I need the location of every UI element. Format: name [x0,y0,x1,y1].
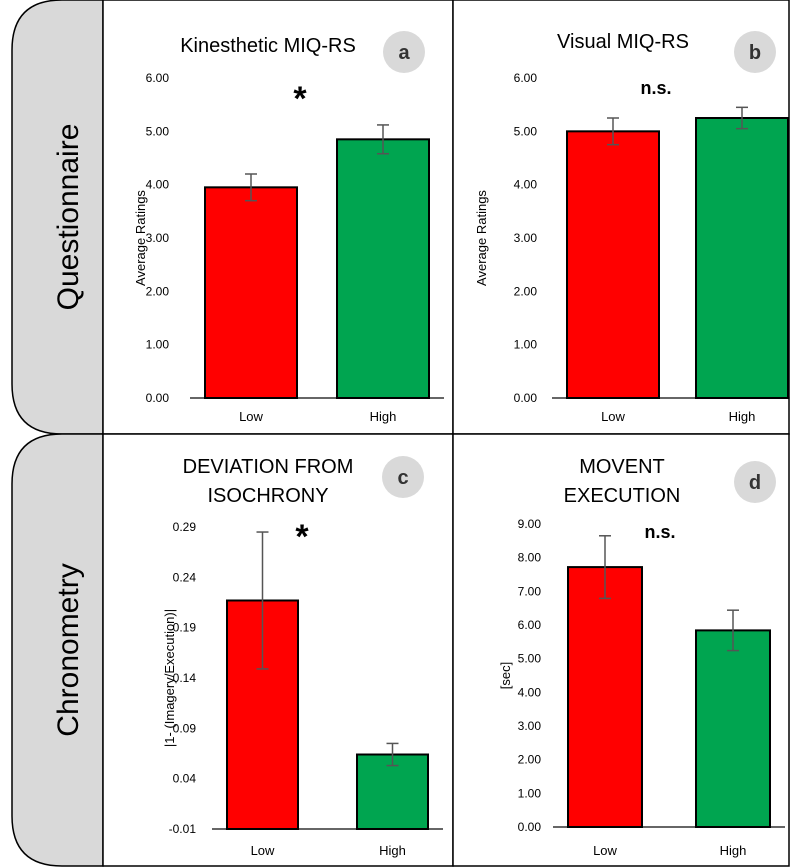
y-tick-label: 3.00 [146,231,170,245]
panel-letter: a [398,42,410,64]
y-tick-label: 0.00 [146,391,170,405]
y-tick-label: 6.00 [146,71,170,85]
bar-high [336,138,430,399]
y-tick-label: 4.00 [146,178,170,192]
panel-letter: b [749,42,761,64]
chart-title: MOVENT [579,456,665,478]
x-tick-label: Low [593,843,617,858]
chart-title: DEVIATION FROM [183,456,354,478]
y-tick-label: 0.19 [173,621,197,635]
y-tick-label: 0.00 [518,820,542,834]
y-tick-label: 6.00 [514,71,538,85]
y-tick-label: 3.00 [514,231,538,245]
y-tick-label: 0.04 [173,772,197,786]
y-tick-label: 2.00 [146,284,170,298]
bar-low [566,130,660,399]
y-tick-label: 3.00 [518,719,542,733]
y-tick-label: 5.00 [514,124,538,138]
x-tick-label: High [720,843,747,858]
y-tick-label: 1.00 [518,786,542,800]
y-axis-label: |1- (Imagery/Execution)| [162,609,177,747]
x-tick-label: Low [601,409,625,424]
significance-label: n.s. [640,78,671,98]
y-tick-label: 5.00 [518,652,542,666]
row-tab-questionnaire [11,0,104,435]
y-tick-label: 0.09 [173,721,197,735]
y-tick-label: 0.14 [173,671,197,685]
chart-title: EXECUTION [564,485,681,507]
chart-title: Kinesthetic MIQ-RS [180,35,356,57]
significance-label: n.s. [644,522,675,542]
y-tick-label: 6.00 [518,618,542,632]
x-tick-label: High [729,409,756,424]
row-label-questionnaire: Questionnaire [52,124,85,311]
chart-d: MOVENT EXECUTION d 0.00 1.00 2.00 3.00 4.00 5.00… [498,456,785,858]
panel-badge [382,456,424,498]
row-label-chronometry: Chronometry [52,563,85,736]
panel-badge [734,31,776,73]
y-tick-label: 0.29 [173,520,197,534]
chart-title: Visual MIQ-RS [557,31,689,53]
bar-high [695,117,789,399]
x-tick-label: High [370,409,397,424]
x-tick-label: Low [251,843,275,858]
charts-layer: Kinesthetic MIQ-RS a 0.00 1.00 2.00 3.00 4.00 5… [133,31,790,858]
bar-high [695,629,771,828]
y-tick-label: 9.00 [518,517,542,531]
significance-label: * [293,80,307,118]
y-tick-label: 7.00 [518,584,542,598]
y-tick-label: 0.00 [514,391,538,405]
chart-a: Kinesthetic MIQ-RS a 0.00 1.00 2.00 3.00 4.00 5… [133,31,444,424]
panel-badge [383,31,425,73]
row-tab-chronometry [11,433,104,867]
y-tick-label: 5.00 [146,124,170,138]
chart-c: DEVIATION FROM ISOCHRONY c -0.01 0.04 0.09 0.1… [162,456,443,858]
y-tick-label: 8.00 [518,551,542,565]
panel-letter: d [749,472,761,494]
y-axis-label: [sec] [498,662,513,689]
x-tick-label: High [379,843,406,858]
y-tick-label: 2.00 [514,284,538,298]
y-tick-label: 2.00 [518,753,542,767]
y-tick-label: 4.00 [514,178,538,192]
panel-badge [734,461,776,503]
chart-title: ISOCHRONY [207,485,328,507]
panel-letter: c [397,467,408,489]
significance-label: * [295,518,309,556]
y-tick-label: 0.24 [173,570,197,584]
bar-low [204,186,298,399]
chart-b: Visual MIQ-RS b 0.00 1.00 2.00 3.00 4.00 5.00 6.… [474,31,790,424]
y-tick-label: -0.01 [169,822,197,836]
y-axis-label: Average Ratings [133,190,148,286]
y-tick-label: 1.00 [146,338,170,352]
y-axis-label: Average Ratings [474,190,489,286]
bar-low [567,566,643,828]
y-tick-label: 1.00 [514,338,538,352]
y-tick-label: 4.00 [518,685,542,699]
x-tick-label: Low [239,409,263,424]
